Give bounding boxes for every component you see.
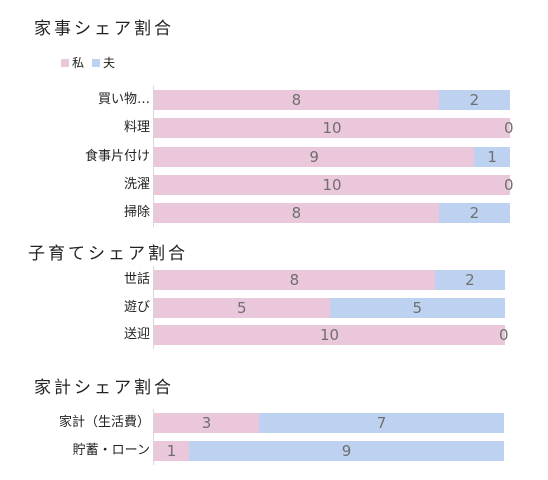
bar-segment-me: 5 bbox=[154, 298, 330, 318]
bar-segment-husband: 2 bbox=[438, 203, 510, 223]
data-label: 8 bbox=[289, 271, 300, 289]
category-label: 食事片付け bbox=[84, 149, 150, 164]
legend-swatch bbox=[92, 58, 101, 67]
chart-title: 家事シェア割合 bbox=[34, 19, 174, 39]
bar-segment-me: 10 bbox=[154, 325, 505, 345]
legend-label: 私 bbox=[72, 56, 85, 70]
legend-swatch bbox=[61, 58, 69, 67]
bar-segment-husband: 2 bbox=[438, 90, 510, 110]
category-axis-line bbox=[153, 266, 154, 349]
data-label: 10 bbox=[319, 326, 340, 344]
data-label: 0 bbox=[504, 119, 514, 137]
legend-item: 私 bbox=[61, 54, 84, 71]
category-axis-line bbox=[153, 86, 154, 227]
category-label: 遊び bbox=[123, 300, 150, 315]
data-label: 2 bbox=[465, 271, 475, 289]
bar-segment-husband: 5 bbox=[329, 298, 505, 318]
data-label: 7 bbox=[376, 414, 387, 432]
data-label: 8 bbox=[291, 91, 302, 109]
chart-title: 子育てシェア割合 bbox=[28, 244, 188, 264]
data-label: 2 bbox=[469, 204, 480, 222]
chart-title: 家計シェア割合 bbox=[34, 378, 174, 398]
bar-segment-me: 8 bbox=[154, 90, 439, 110]
bar-segment-husband: 1 bbox=[474, 147, 510, 167]
legend-label: 夫 bbox=[103, 56, 116, 70]
data-label: 9 bbox=[341, 442, 352, 460]
category-label: 世話 bbox=[123, 272, 150, 287]
bar-segment-me: 8 bbox=[154, 203, 439, 223]
category-label: 買い物… bbox=[97, 92, 150, 107]
data-label: 8 bbox=[291, 204, 302, 222]
data-label: 0 bbox=[504, 176, 514, 194]
category-label: 料理 bbox=[123, 120, 150, 135]
legend-item: 夫 bbox=[92, 54, 115, 71]
data-label: 3 bbox=[201, 414, 212, 432]
data-label: 5 bbox=[412, 299, 423, 317]
bar-segment-me: 10 bbox=[154, 118, 510, 138]
category-label: 家計（生活費） bbox=[58, 415, 150, 430]
bar-segment-husband: 9 bbox=[189, 441, 504, 461]
data-label: 5 bbox=[236, 299, 247, 317]
bar-segment-me: 9 bbox=[154, 147, 475, 167]
bar-segment-me: 1 bbox=[154, 441, 189, 461]
category-label: 送迎 bbox=[123, 327, 150, 342]
data-label: 10 bbox=[322, 176, 342, 194]
category-label: 掃除 bbox=[123, 205, 150, 220]
data-label: 10 bbox=[322, 119, 342, 137]
category-axis-line bbox=[153, 409, 154, 465]
chart-legend: 私夫 bbox=[61, 54, 115, 71]
data-label: 1 bbox=[487, 148, 497, 166]
bar-segment-me: 8 bbox=[154, 270, 435, 290]
data-label: 1 bbox=[166, 442, 177, 460]
data-label: 0 bbox=[499, 326, 509, 344]
category-label: 洗濯 bbox=[123, 177, 150, 192]
category-label: 貯蓄・ローン bbox=[72, 443, 150, 458]
bar-segment-me: 3 bbox=[154, 413, 259, 433]
bar-segment-husband: 7 bbox=[259, 413, 504, 433]
data-label: 2 bbox=[469, 91, 480, 109]
data-label: 9 bbox=[309, 148, 319, 166]
bar-segment-husband: 2 bbox=[434, 270, 505, 290]
bar-segment-me: 10 bbox=[154, 175, 510, 195]
